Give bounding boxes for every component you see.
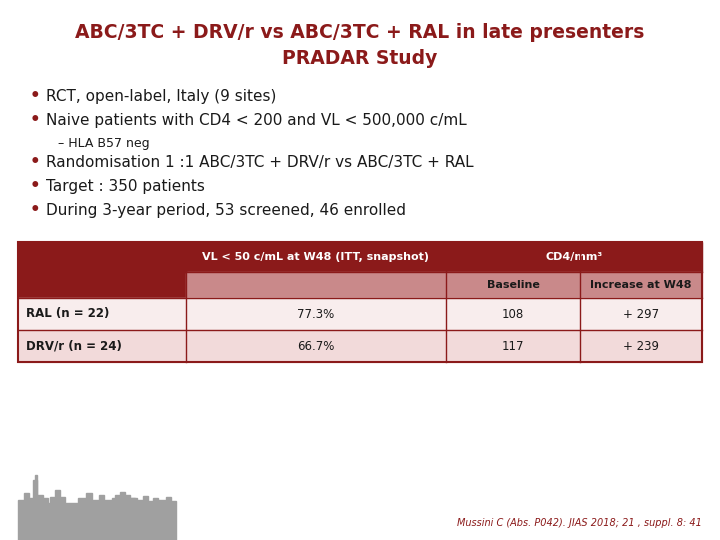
Text: •: • [30, 153, 40, 171]
Bar [86, 493, 92, 540]
Bar [18, 242, 702, 362]
Bar [186, 298, 446, 330]
Bar [137, 500, 143, 540]
Bar [158, 500, 166, 540]
Bar [153, 498, 158, 540]
Text: DRV/r (n = 24): DRV/r (n = 24) [26, 340, 122, 353]
Text: •: • [30, 111, 40, 129]
Text: Naive patients with CD4 < 200 and VL < 500,000 c/mL: Naive patients with CD4 < 200 and VL < 5… [46, 112, 467, 127]
Bar [143, 496, 148, 540]
Bar [18, 298, 186, 330]
Bar [120, 492, 125, 540]
Bar [446, 298, 702, 330]
Text: CD4/mm³: CD4/mm³ [545, 252, 603, 262]
Text: Target : 350 patients: Target : 350 patients [46, 179, 205, 193]
Text: Increase at W48: Increase at W48 [590, 280, 692, 290]
Bar [55, 490, 60, 540]
Bar [446, 330, 702, 362]
Text: 108: 108 [502, 307, 524, 321]
Text: 66.7%: 66.7% [297, 340, 335, 353]
Bar [130, 498, 135, 540]
Bar [29, 498, 33, 540]
Text: + 239: + 239 [623, 340, 659, 353]
Text: RCT, open-label, Italy (9 sites): RCT, open-label, Italy (9 sites) [46, 89, 276, 104]
Bar [166, 497, 171, 540]
Text: RAL (n = 22): RAL (n = 22) [26, 307, 109, 321]
Bar [78, 498, 86, 540]
Text: VL < 50 c/mL at W48 (ITT, snapshot): VL < 50 c/mL at W48 (ITT, snapshot) [202, 252, 430, 262]
Text: •: • [30, 201, 40, 219]
Bar [125, 495, 130, 540]
Bar [18, 242, 186, 272]
Bar [104, 500, 112, 540]
Text: •: • [30, 177, 40, 195]
Bar [446, 272, 702, 298]
Bar [33, 480, 37, 540]
Text: 117: 117 [502, 340, 524, 353]
Text: •: • [30, 87, 40, 105]
Text: Mussini C (Abs. P042). JIAS 2018; 21 , suppl. 8: 41: Mussini C (Abs. P042). JIAS 2018; 21 , s… [457, 518, 702, 528]
Bar [18, 330, 186, 362]
Bar [171, 501, 176, 540]
Bar [18, 272, 186, 298]
Bar [186, 272, 446, 298]
Text: During 3-year period, 53 screened, 46 enrolled: During 3-year period, 53 screened, 46 en… [46, 202, 406, 218]
Bar [92, 500, 99, 540]
Text: + 297: + 297 [623, 307, 659, 321]
Text: ABC/3TC + DRV/r vs ABC/3TC + RAL in late presenters: ABC/3TC + DRV/r vs ABC/3TC + RAL in late… [76, 23, 644, 42]
Bar [112, 498, 137, 540]
Bar [18, 242, 702, 272]
Bar [43, 498, 48, 540]
Bar [35, 475, 37, 540]
Bar [50, 497, 55, 540]
Bar [48, 503, 78, 540]
Bar [60, 497, 65, 540]
Bar [18, 500, 24, 540]
Bar [186, 330, 446, 362]
Text: 77.3%: 77.3% [297, 307, 335, 321]
Bar [24, 493, 29, 540]
Text: – HLA B57 neg: – HLA B57 neg [58, 138, 150, 151]
Text: Baseline: Baseline [487, 280, 539, 290]
Text: PRADAR Study: PRADAR Study [282, 49, 438, 68]
Bar [37, 495, 43, 540]
Bar [148, 501, 153, 540]
Bar [115, 495, 120, 540]
Text: Randomisation 1 :1 ABC/3TC + DRV/r vs ABC/3TC + RAL: Randomisation 1 :1 ABC/3TC + DRV/r vs AB… [46, 154, 474, 170]
Bar [99, 495, 104, 540]
